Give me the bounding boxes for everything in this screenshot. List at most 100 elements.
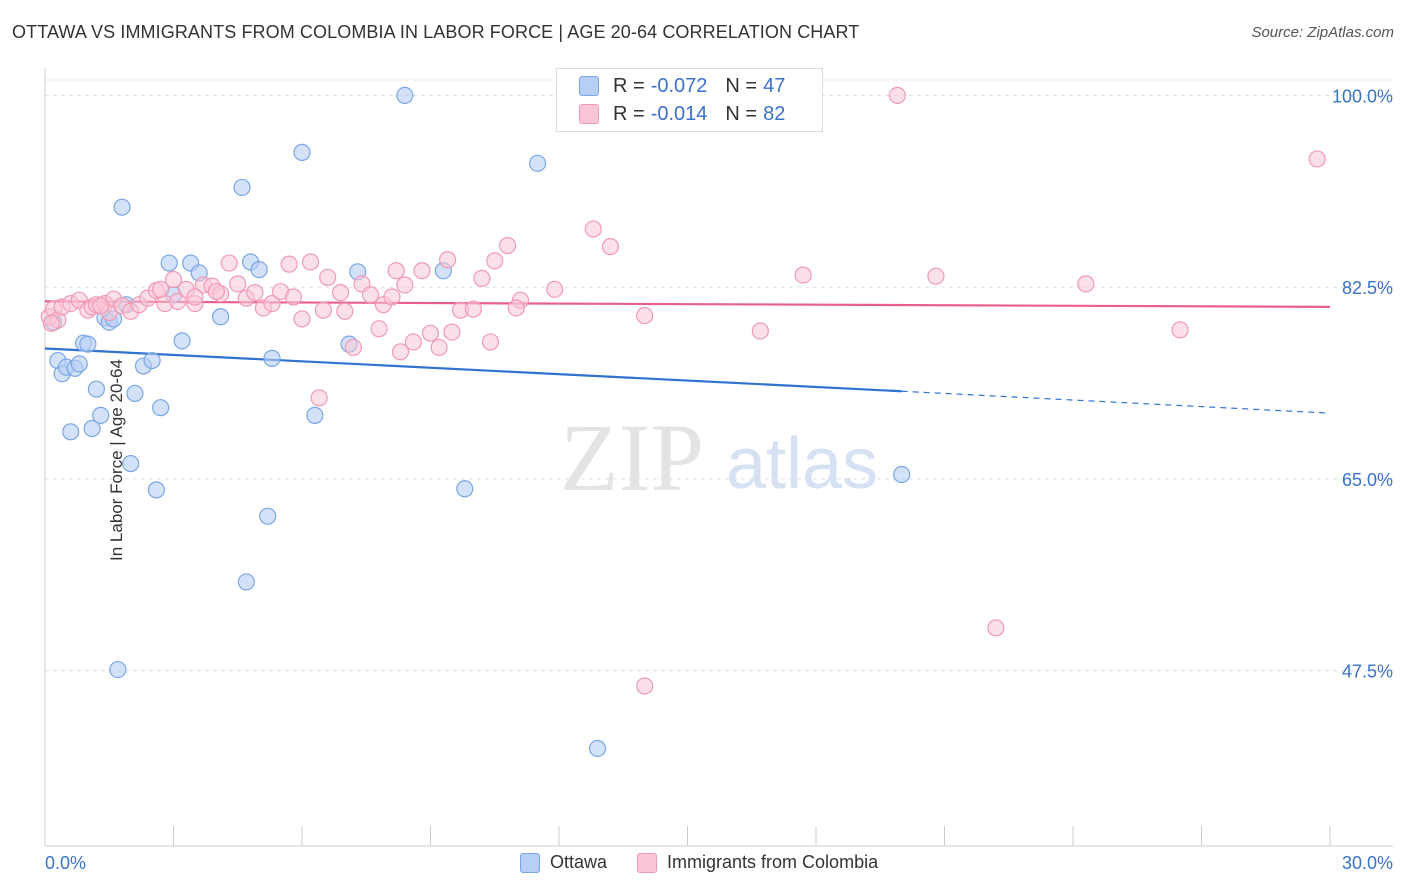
colombia-point <box>391 343 410 361</box>
colombia-trend-line <box>44 300 1331 308</box>
colombia-point <box>284 288 303 306</box>
ottawa-point <box>250 261 268 279</box>
colombia-point <box>336 302 354 320</box>
bottom-legend-label-ottawa: Ottawa <box>550 852 608 872</box>
ottawa-point <box>160 254 178 272</box>
colombia-point <box>1308 150 1326 168</box>
colombia-point <box>1171 321 1189 339</box>
ottawa-point <box>152 399 170 417</box>
ottawa-point <box>70 355 88 373</box>
ottawa-point <box>293 143 311 161</box>
stats-legend: R = -0.072 N = 47 R = -0.014 N = 82 <box>556 68 823 132</box>
colombia-point <box>383 288 401 306</box>
tick-labels: 47.5% 65.0% 82.5% 100.0% 0.0% 30.0% <box>45 86 1393 873</box>
ottawa-point <box>893 465 911 484</box>
colombia-point <box>301 253 320 271</box>
colombia-points <box>40 86 1326 695</box>
colombia-point <box>499 236 517 255</box>
watermark: ZIP atlas <box>560 404 878 511</box>
ottawa-point <box>109 660 127 679</box>
colombia-point <box>486 252 504 270</box>
colombia-point <box>263 294 281 313</box>
colombia-point <box>396 276 414 294</box>
bottom-legend-colombia[interactable]: Immigrants from Colombia <box>637 852 878 873</box>
colombia-point <box>42 314 61 332</box>
ottawa-point <box>233 178 251 197</box>
colombia-point <box>987 619 1005 637</box>
trend-lines <box>44 300 1331 414</box>
colombia-point <box>229 275 247 293</box>
ottawa-point <box>528 154 547 172</box>
colombia-point <box>601 238 620 256</box>
colombia-point <box>751 322 769 340</box>
ottawa-point <box>237 573 255 591</box>
colombia-point <box>507 299 525 317</box>
legend-n-label: N = <box>725 102 758 125</box>
legend-r-label: R = <box>613 74 645 97</box>
colombia-point <box>220 254 238 272</box>
ottawa-point <box>79 335 97 353</box>
colombia-point <box>888 86 906 104</box>
y-tick-label: 47.5% <box>1342 662 1393 682</box>
colombia-point <box>430 338 448 357</box>
colombia-point <box>473 269 491 287</box>
colombia-point <box>92 297 110 315</box>
colombia-point <box>314 301 333 319</box>
colombia-point <box>280 255 298 273</box>
ottawa-point <box>173 332 191 350</box>
ottawa-point <box>113 198 131 216</box>
chart-title: OTTAWA VS IMMIGRANTS FROM COLOMBIA IN LA… <box>12 22 860 42</box>
colombia-point <box>169 292 187 310</box>
x-tick-label: 30.0% <box>1342 853 1393 873</box>
colombia-point <box>370 320 388 338</box>
colombia-point <box>293 310 311 328</box>
legend-swatch-colombia <box>579 104 599 124</box>
legend-swatch-ottawa <box>579 76 599 96</box>
y-tick-label: 65.0% <box>1342 470 1393 490</box>
ottawa-point <box>306 406 324 424</box>
colombia-point <box>404 333 422 351</box>
colombia-point <box>413 262 431 280</box>
colombia-point <box>794 266 812 284</box>
ottawa-point <box>92 406 110 424</box>
chart-source: Source: ZipAtlas.com <box>1251 24 1394 41</box>
ottawa-point <box>126 384 144 403</box>
ottawa-point <box>83 419 101 438</box>
colombia-point <box>927 267 945 285</box>
colombia-point <box>636 307 654 325</box>
ottawa-point <box>147 481 165 499</box>
colombia-point <box>636 677 654 695</box>
colombia-point <box>152 280 170 298</box>
y-tick-label: 100.0% <box>1332 86 1393 106</box>
colombia-point <box>246 284 264 302</box>
colombia-point <box>186 288 204 306</box>
watermark-atlas: atlas <box>726 424 878 504</box>
ottawa-trend-line <box>44 347 902 393</box>
colombia-point <box>584 220 602 238</box>
legend-r-value: -0.014 <box>650 102 708 125</box>
colombia-point <box>361 286 380 304</box>
bottom-legend-swatch-colombia <box>637 852 658 873</box>
x-tick-label: 0.0% <box>45 853 86 873</box>
ottawa-point <box>588 739 607 758</box>
legend-n-label: N = <box>725 74 758 97</box>
legend-row-ottawa: R = -0.072 N = 47 <box>579 73 785 99</box>
ottawa-point <box>122 454 140 473</box>
y-tick-label: 82.5% <box>1342 278 1393 298</box>
ottawa-point <box>143 351 161 370</box>
colombia-point <box>421 324 440 342</box>
colombia-point <box>207 282 225 301</box>
ottawa-point <box>263 349 281 367</box>
ottawa-point <box>62 423 80 441</box>
ottawa-point <box>212 308 230 326</box>
colombia-point <box>443 323 461 341</box>
y-axis-label: In Labor Force | Age 20-64 <box>106 359 126 561</box>
bottom-legend-ottawa[interactable]: Ottawa <box>520 852 607 873</box>
bottom-legend-swatch-ottawa <box>520 852 540 873</box>
colombia-point <box>546 280 564 298</box>
ottawa-point <box>456 480 474 498</box>
bottom-legend-label-colombia: Immigrants from Colombia <box>667 852 879 872</box>
legend-n-value: 47 <box>763 74 786 97</box>
legend-row-colombia: R = -0.014 N = 82 <box>579 101 785 127</box>
colombia-point <box>464 300 482 318</box>
